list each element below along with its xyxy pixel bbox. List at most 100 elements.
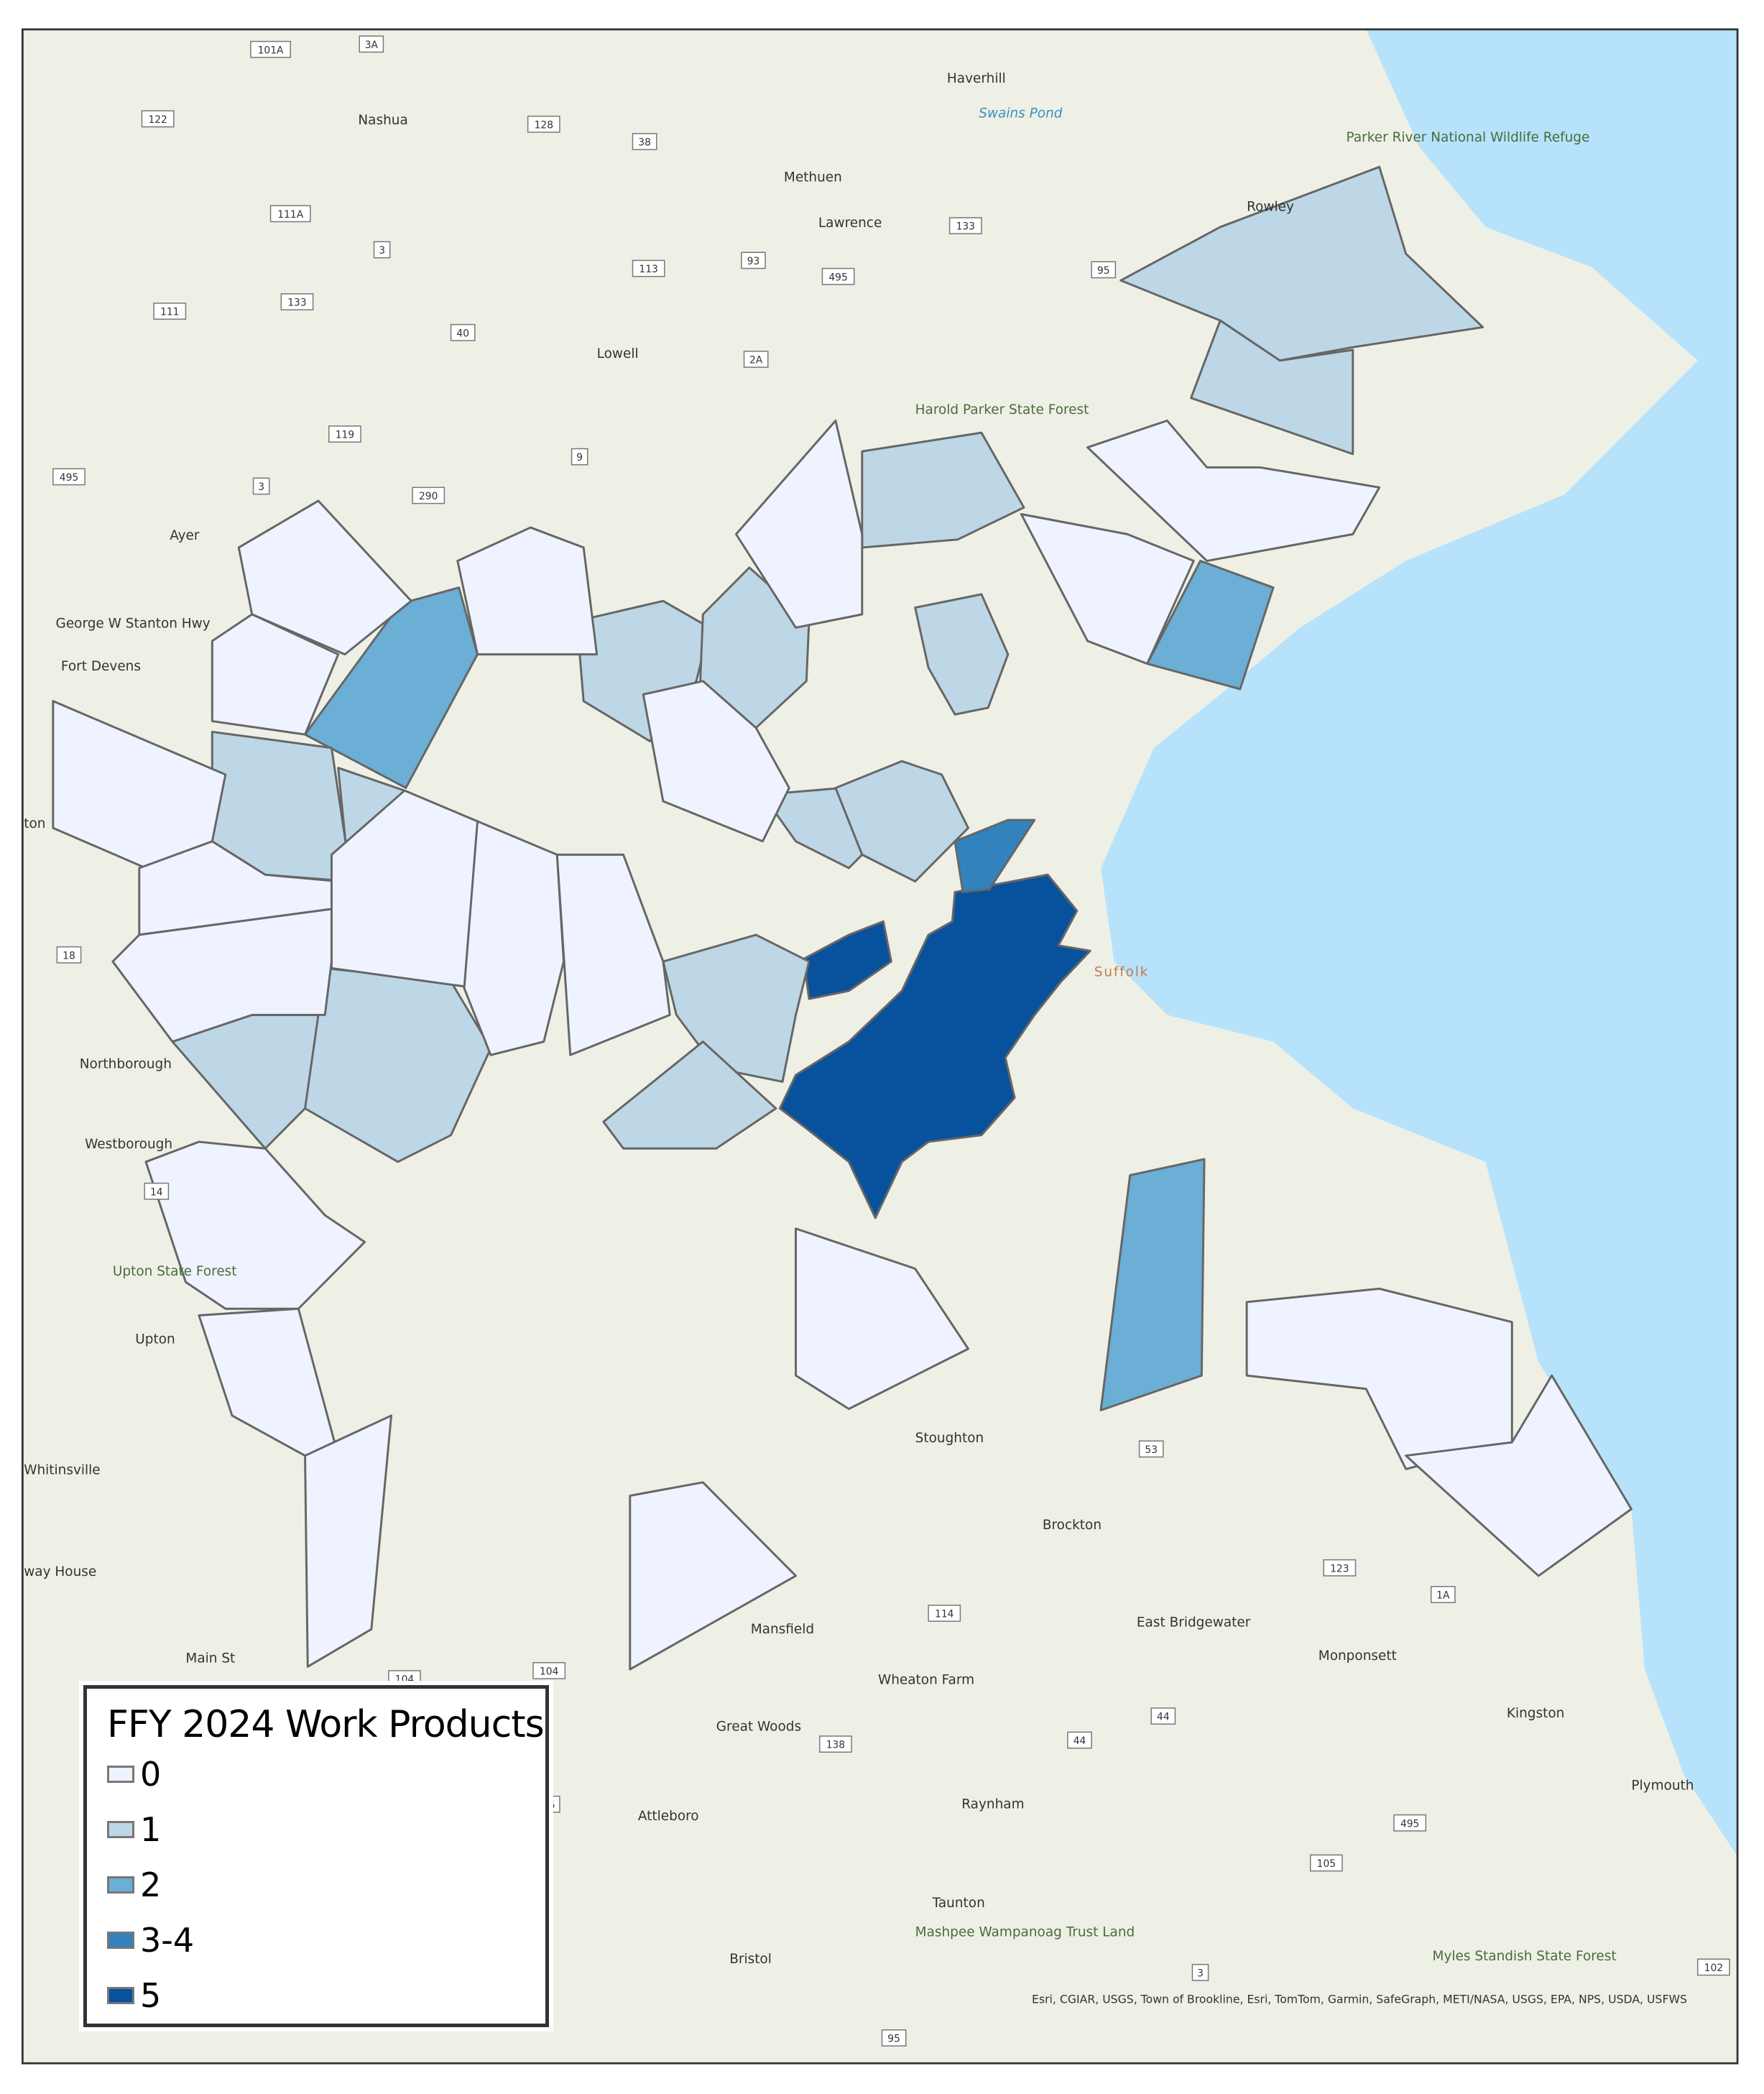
- place-label: Plymouth: [1631, 1778, 1694, 1793]
- municipality-region[interactable]: [144, 1140, 366, 1310]
- route-shield-box: [632, 133, 657, 150]
- legend-swatch: [107, 1987, 134, 2004]
- route-number: 128: [535, 119, 553, 131]
- municipality-region[interactable]: [734, 419, 864, 629]
- route-number: 119: [336, 430, 354, 441]
- route-shield: 495: [52, 468, 86, 486]
- legend-swatch: [107, 1876, 134, 1894]
- route-number: 44: [1157, 1712, 1170, 1723]
- route-number: 1A: [1436, 1590, 1450, 1601]
- route-shield-box: [153, 303, 187, 320]
- municipality-region[interactable]: [555, 853, 671, 1056]
- municipality-region[interactable]: [1020, 513, 1195, 665]
- municipality-region[interactable]: [463, 820, 565, 1056]
- municipality-region[interactable]: [111, 907, 340, 1043]
- route-shield: 104: [388, 1670, 421, 1687]
- route-number: 495: [60, 472, 78, 484]
- route-shield-box: [1430, 1586, 1456, 1603]
- municipality-region[interactable]: [304, 586, 479, 789]
- municipality-region[interactable]: [1405, 1374, 1633, 1577]
- municipality-region[interactable]: [642, 680, 790, 843]
- municipality-region[interactable]: [1099, 1158, 1206, 1411]
- municipality-region[interactable]: [778, 873, 1091, 1219]
- route-shield-box: [819, 1735, 852, 1753]
- municipality-region[interactable]: [629, 1481, 797, 1671]
- place-label: ton: [24, 816, 45, 831]
- route-number: 133: [956, 221, 975, 233]
- route-number: 122: [148, 114, 167, 126]
- route-shield-box: [252, 477, 270, 495]
- municipality-region[interactable]: [1146, 560, 1275, 691]
- place-label: Monponsett: [1319, 1648, 1397, 1664]
- legend-label: 2: [140, 1865, 162, 1904]
- route-shield: 111: [153, 303, 187, 320]
- attribution-text: Esri, CGIAR, USGS, Town of Brookline, Es…: [1032, 1993, 1687, 2006]
- park-label: Myles Standish State Forest: [1433, 1949, 1617, 1964]
- place-label: Attleboro: [638, 1809, 699, 1824]
- route-shield-box: [56, 946, 82, 964]
- route-shield: 290: [412, 486, 445, 504]
- route-shield-box: [527, 115, 560, 133]
- route-number: 3A: [365, 40, 379, 51]
- route-shield: 138: [819, 1735, 852, 1753]
- route-number: 114: [935, 1609, 954, 1620]
- route-shield: 133: [280, 293, 314, 310]
- legend-label: 5: [140, 1976, 162, 2015]
- municipality-region[interactable]: [237, 499, 412, 656]
- municipality-region[interactable]: [1086, 419, 1381, 563]
- route-shield-box: [1150, 1707, 1176, 1725]
- municipality-region[interactable]: [795, 1227, 969, 1411]
- route-shield-box: [1309, 1854, 1343, 1872]
- water-label: Swains Pond: [979, 106, 1062, 121]
- route-shield: 53: [1138, 1440, 1164, 1458]
- route-shield: 495: [821, 267, 855, 285]
- route-shield: 105: [1309, 1854, 1343, 1872]
- route-number: 101A: [258, 45, 284, 56]
- route-number: 133: [287, 298, 306, 309]
- route-number: 3: [1197, 1968, 1204, 1979]
- basemap-labels: Haverhill Nashua Methuen Lawrence Lowell Ayer…: [24, 71, 1694, 1967]
- municipality-region[interactable]: [602, 1041, 777, 1150]
- place-label: Northborough: [80, 1057, 172, 1072]
- map-frame: [21, 28, 1739, 2065]
- municipality-region[interactable]: [803, 920, 892, 1000]
- legend-title: FFY 2024 Work Products: [107, 1703, 545, 1746]
- place-label: Raynham: [961, 1796, 1024, 1812]
- ocean: [1101, 29, 1738, 1857]
- route-number: 105: [1317, 1858, 1336, 1870]
- route-shield-box: [269, 205, 311, 223]
- place-label: Great Woods: [716, 1719, 801, 1734]
- route-shield-box: [412, 486, 445, 504]
- route-shield: 3A: [359, 35, 384, 53]
- legend-label: 0: [140, 1755, 162, 1794]
- municipality-region[interactable]: [456, 526, 599, 656]
- legend-swatch: [107, 1766, 134, 1783]
- route-shield-box: [1393, 1814, 1427, 1832]
- place-label: East Bridgewater: [1137, 1615, 1251, 1630]
- route-shield: 101A: [250, 40, 291, 58]
- municipality-region[interactable]: [304, 1414, 393, 1668]
- municipality-region[interactable]: [953, 818, 1036, 893]
- municipality-region[interactable]: [1190, 319, 1354, 456]
- municipality-region[interactable]: [211, 613, 340, 736]
- route-shield: 40: [450, 323, 476, 341]
- route-shield-box: [741, 252, 766, 269]
- place-label: Kingston: [1507, 1706, 1564, 1721]
- route-shield-box: [280, 293, 314, 310]
- route-number: 95: [887, 2033, 900, 2044]
- route-shield-box: [141, 110, 175, 128]
- route-number: 495: [1400, 1818, 1419, 1830]
- route-number: 138: [826, 1740, 845, 1751]
- route-shield: 95: [881, 2029, 907, 2047]
- place-label: Lawrence: [818, 216, 882, 231]
- municipality-polygons: [52, 165, 1633, 1671]
- municipality-region[interactable]: [834, 760, 969, 883]
- route-shield: 3: [1191, 1963, 1209, 1981]
- place-label: Westborough: [85, 1137, 172, 1152]
- route-shield: 44: [1067, 1731, 1092, 1749]
- route-number: 40: [456, 328, 469, 339]
- route-shield-box: [1696, 1958, 1730, 1976]
- route-shield: 104: [532, 1661, 566, 1679]
- municipality-region[interactable]: [914, 593, 1010, 716]
- route-shield: 113: [632, 259, 665, 277]
